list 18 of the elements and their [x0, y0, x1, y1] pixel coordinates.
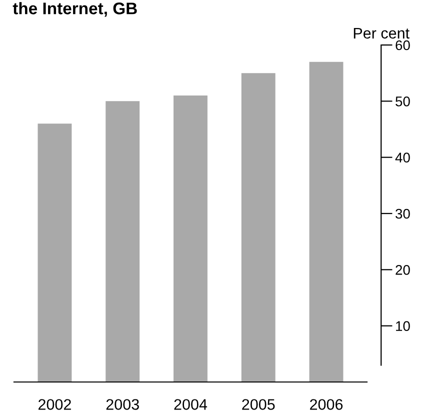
- bar: [106, 101, 140, 382]
- x-tick-label: 2004: [174, 399, 208, 410]
- y-tick-label: 60: [396, 40, 410, 50]
- y-tick-label: 20: [396, 265, 410, 275]
- bar: [309, 62, 344, 382]
- y-tick-label: 50: [396, 96, 410, 106]
- chart-title: the Internet, GB: [12, 2, 137, 17]
- x-tick-label: 2003: [106, 399, 139, 410]
- x-tick-label: 2005: [242, 399, 275, 410]
- bar: [241, 73, 276, 382]
- y-tick-label: 40: [395, 152, 410, 163]
- x-tick-label: 2006: [310, 399, 343, 410]
- x-tick-label: 2002: [38, 399, 71, 410]
- y-tick-label: 30: [396, 208, 410, 219]
- bar: [38, 124, 72, 382]
- y-tick-label: 10: [396, 321, 410, 332]
- bar: [174, 96, 208, 382]
- y-axis-title: Per cent: [354, 28, 410, 39]
